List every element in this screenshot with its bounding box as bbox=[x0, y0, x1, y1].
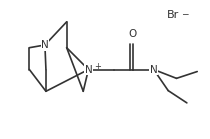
Text: Br: Br bbox=[167, 10, 179, 20]
Text: −: − bbox=[181, 9, 189, 18]
Text: O: O bbox=[129, 29, 137, 39]
Text: +: + bbox=[94, 62, 101, 71]
Text: N: N bbox=[150, 64, 158, 75]
Text: N: N bbox=[41, 40, 49, 50]
Text: N: N bbox=[85, 64, 92, 75]
